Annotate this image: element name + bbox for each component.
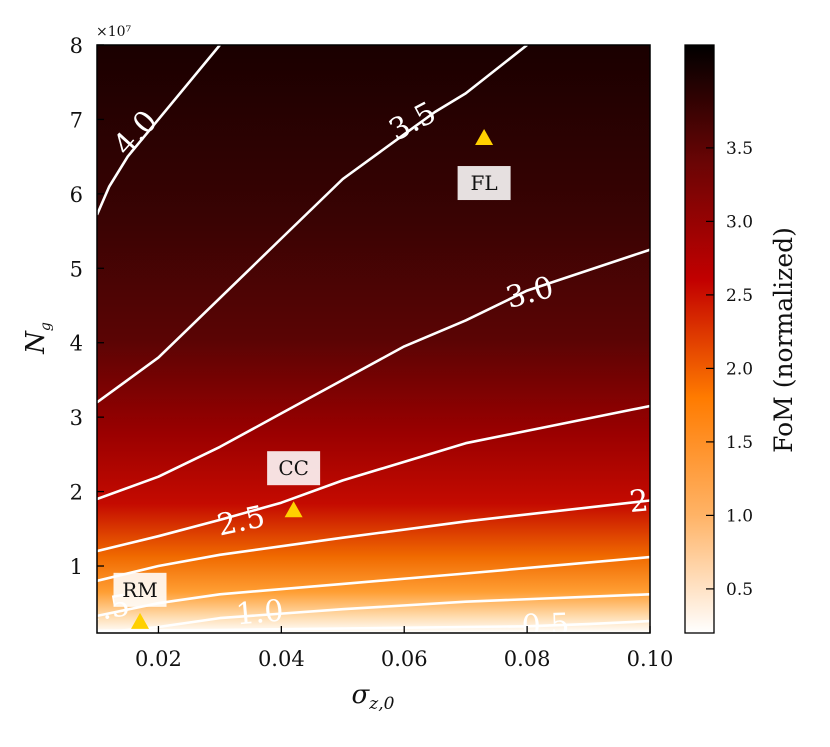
x-axis-ticks: 0.02 0.04 0.06 0.08 0.10: [135, 626, 673, 671]
y-tick-label: 3: [70, 406, 83, 430]
colorbar-tick-label: 0.5: [726, 580, 753, 600]
colorbar-tick-label: 2.0: [726, 359, 753, 379]
x-tick-label: 0.08: [504, 647, 551, 671]
colorbar: 0.5 1.0 1.5 2.0 2.5 3.0 3.5 FoM (normalized): [684, 44, 798, 634]
colorbar-tick-label: 2.5: [726, 286, 753, 306]
colorbar-tick-label: 1.5: [726, 433, 753, 453]
contour-line-2.: [97, 499, 650, 583]
heatmap-background: [97, 45, 650, 633]
contour-label: 0.5: [521, 607, 570, 644]
colorbar-tick-label: 3.0: [726, 212, 753, 232]
marker-label-box: [457, 166, 511, 201]
y-tick-label: 7: [70, 108, 83, 132]
x-tick-label: 0.10: [627, 647, 674, 671]
colorbar-tick-label: 1.0: [726, 506, 753, 526]
contour-label: 2.: [628, 483, 660, 520]
contour-line-4.0: [97, 45, 221, 216]
y-tick-label: 4: [70, 332, 83, 356]
colorbar-fill: [685, 45, 714, 633]
contour-line-2.5: [97, 404, 650, 553]
marker-label-rm: RM: [122, 578, 158, 602]
colorbar-frame: [684, 44, 715, 634]
x-axis-label: σz,0: [352, 680, 395, 714]
contour-line-3.5: [97, 45, 528, 404]
y-tick-label: 2: [70, 481, 83, 505]
y-tick-label: 8: [70, 34, 83, 58]
colorbar-tick-label: 3.5: [726, 139, 753, 159]
y-axis-ticks: 1 2 3 4 5 6 7 8: [70, 34, 104, 579]
contour-line-3.0: [97, 248, 650, 501]
y-tick-label: 6: [70, 183, 83, 207]
marker-label-cc: CC: [278, 456, 309, 480]
marker-label-box: [267, 451, 321, 486]
y-axis-label: Ng: [21, 322, 54, 355]
markers: FL CC RM: [113, 129, 511, 629]
y-multiplier: ×10⁷: [96, 24, 132, 40]
colorbar-ticks: 0.5 1.0 1.5 2.0 2.5 3.0 3.5: [706, 139, 753, 600]
marker-rm: [131, 612, 150, 629]
marker-label-fl: FL: [471, 171, 498, 195]
x-tick-label: 0.06: [381, 647, 428, 671]
plot-frame: [96, 44, 651, 634]
colorbar-label: FoM (normalized): [769, 227, 798, 453]
y-tick-label: 5: [70, 257, 83, 281]
x-tick-label: 0.04: [258, 647, 305, 671]
marker-fl: [475, 129, 494, 146]
contour-line-0.5: [97, 619, 650, 633]
x-tick-label: 0.02: [135, 647, 182, 671]
marker-cc: [284, 501, 303, 518]
contour-label: 1.0: [234, 593, 285, 632]
y-tick-label: 1: [70, 555, 83, 579]
marker-label-box: [113, 572, 167, 607]
